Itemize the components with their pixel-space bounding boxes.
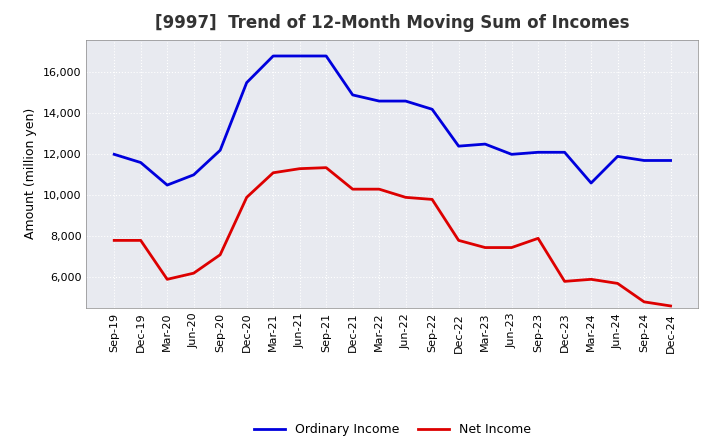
Net Income [216, 252, 225, 257]
Net Income [508, 245, 516, 250]
Ordinary Income [375, 99, 384, 104]
Net Income [587, 277, 595, 282]
Ordinary Income [110, 152, 119, 157]
Ordinary Income [136, 160, 145, 165]
Ordinary Income [348, 92, 357, 98]
Y-axis label: Amount (million yen): Amount (million yen) [24, 108, 37, 239]
Net Income [613, 281, 622, 286]
Net Income [348, 187, 357, 192]
Net Income [110, 238, 119, 243]
Ordinary Income [613, 154, 622, 159]
Net Income [560, 279, 569, 284]
Net Income [401, 195, 410, 200]
Net Income [640, 299, 649, 304]
Ordinary Income [269, 53, 277, 59]
Ordinary Income [508, 152, 516, 157]
Ordinary Income [666, 158, 675, 163]
Ordinary Income [243, 80, 251, 85]
Ordinary Income [481, 141, 490, 147]
Ordinary Income [534, 150, 542, 155]
Ordinary Income [163, 183, 171, 188]
Net Income [295, 166, 304, 171]
Ordinary Income [428, 106, 436, 112]
Legend: Ordinary Income, Net Income: Ordinary Income, Net Income [248, 418, 536, 440]
Net Income [454, 238, 463, 243]
Net Income [163, 277, 171, 282]
Line: Ordinary Income: Ordinary Income [114, 56, 670, 185]
Ordinary Income [216, 147, 225, 153]
Ordinary Income [189, 172, 198, 177]
Title: [9997]  Trend of 12-Month Moving Sum of Incomes: [9997] Trend of 12-Month Moving Sum of I… [155, 15, 630, 33]
Net Income [666, 303, 675, 308]
Net Income [375, 187, 384, 192]
Ordinary Income [454, 143, 463, 149]
Net Income [428, 197, 436, 202]
Ordinary Income [640, 158, 649, 163]
Net Income [322, 165, 330, 170]
Ordinary Income [295, 53, 304, 59]
Ordinary Income [560, 150, 569, 155]
Ordinary Income [587, 180, 595, 186]
Line: Net Income: Net Income [114, 168, 670, 306]
Net Income [243, 195, 251, 200]
Net Income [269, 170, 277, 176]
Net Income [189, 271, 198, 276]
Ordinary Income [322, 53, 330, 59]
Net Income [481, 245, 490, 250]
Ordinary Income [401, 99, 410, 104]
Net Income [534, 236, 542, 241]
Net Income [136, 238, 145, 243]
